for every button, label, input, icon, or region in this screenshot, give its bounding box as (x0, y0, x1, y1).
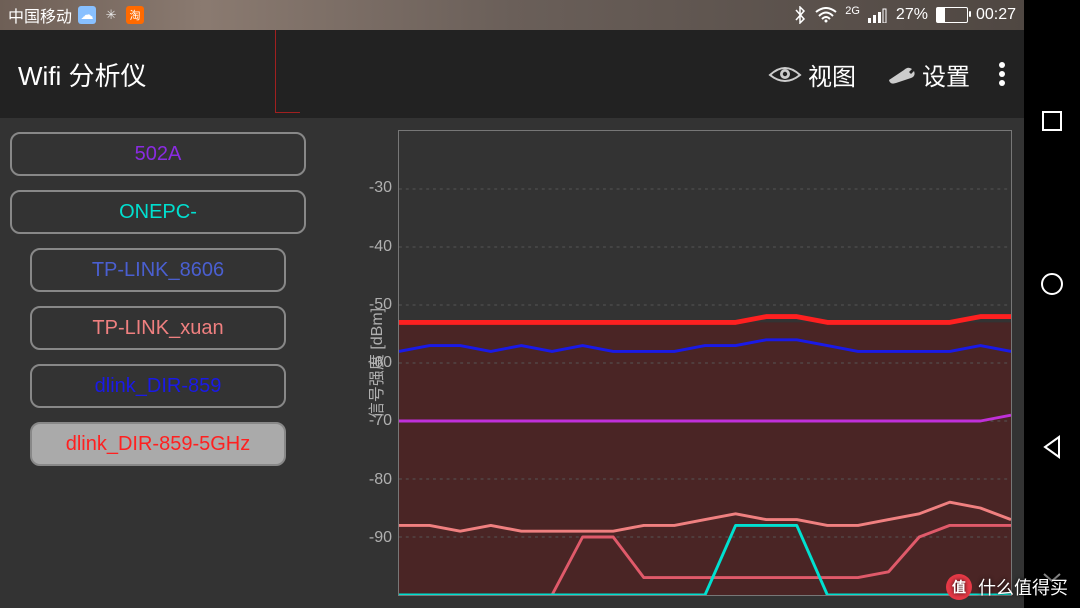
battery-percent: 27% (896, 6, 928, 24)
bluetooth-icon (793, 6, 807, 24)
back-button[interactable] (1038, 433, 1066, 461)
annotation-marker (275, 30, 277, 113)
overflow-icon (998, 61, 1006, 87)
network-item[interactable]: TP-LINK_xuan (30, 306, 286, 350)
taobao-icon: 淘 (126, 6, 144, 24)
wrench-icon (884, 63, 916, 85)
app-title: Wifi 分析仪 (18, 56, 147, 93)
settings-label: 设置 (922, 57, 970, 92)
y-tick-label: -70 (369, 412, 392, 430)
android-navbar (1024, 0, 1080, 608)
status-bar: 中国移动 ☁ ✳ 淘 2G (0, 0, 1024, 30)
signal-chart (399, 131, 1011, 595)
overflow-button[interactable] (998, 61, 1006, 87)
app-bar: Wifi 分析仪 视图 设置 (0, 30, 1024, 118)
app-actions: 视图 设置 (768, 57, 1006, 92)
network-item[interactable]: 502A (10, 132, 306, 176)
status-right: 2G 27% 00:27 (793, 6, 1016, 24)
network-item[interactable]: dlink_DIR-859 (30, 364, 286, 408)
network-type: 2G (845, 5, 860, 17)
y-tick-label: -50 (369, 296, 392, 314)
status-left: 中国移动 ☁ ✳ 淘 (8, 3, 144, 27)
chart-plot-area[interactable] (398, 130, 1012, 596)
watermark: 值 什么值得买 (946, 574, 1068, 600)
y-axis-ticks: -30 -40 -50 -60 -70 -80 -90 (356, 130, 396, 596)
network-item[interactable]: TP-LINK_8606 (30, 248, 286, 292)
carrier-label: 中国移动 (8, 3, 72, 27)
signal-line (399, 317, 1011, 323)
clock: 00:27 (976, 6, 1016, 24)
y-tick-label: -30 (369, 179, 392, 197)
home-button[interactable] (1038, 270, 1066, 298)
y-tick-label: -40 (369, 238, 392, 256)
wechat-icon: ✳ (102, 6, 120, 24)
app-screen: 中国移动 ☁ ✳ 淘 2G (0, 0, 1024, 608)
watermark-text: 什么值得买 (978, 574, 1068, 600)
network-item[interactable]: dlink_DIR-859-5GHz (30, 422, 286, 466)
network-list: 502A ONEPC- TP-LINK_8606 TP-LINK_xuan dlink_… (0, 118, 316, 608)
battery-fill (937, 8, 945, 22)
chart-container: 信号强度 [dBm] -30-40-50-60-70-80-90 (316, 130, 1012, 596)
y-tick-label: -60 (369, 354, 392, 372)
network-item[interactable]: ONEPC- (10, 190, 306, 234)
watermark-badge: 值 (946, 574, 972, 600)
settings-button[interactable]: 设置 (884, 57, 970, 92)
eye-icon (768, 63, 802, 85)
y-tick-label: -80 (369, 471, 392, 489)
recents-button[interactable] (1038, 107, 1066, 135)
cloud-icon: ☁ (78, 6, 96, 24)
view-label: 视图 (808, 57, 856, 92)
y-tick-label: -90 (369, 529, 392, 547)
battery-icon (936, 7, 968, 23)
signal-icon (868, 7, 888, 23)
wifi-icon (815, 7, 837, 23)
view-button[interactable]: 视图 (768, 57, 856, 92)
main-content: 502A ONEPC- TP-LINK_8606 TP-LINK_xuan dlink_… (0, 118, 1024, 608)
